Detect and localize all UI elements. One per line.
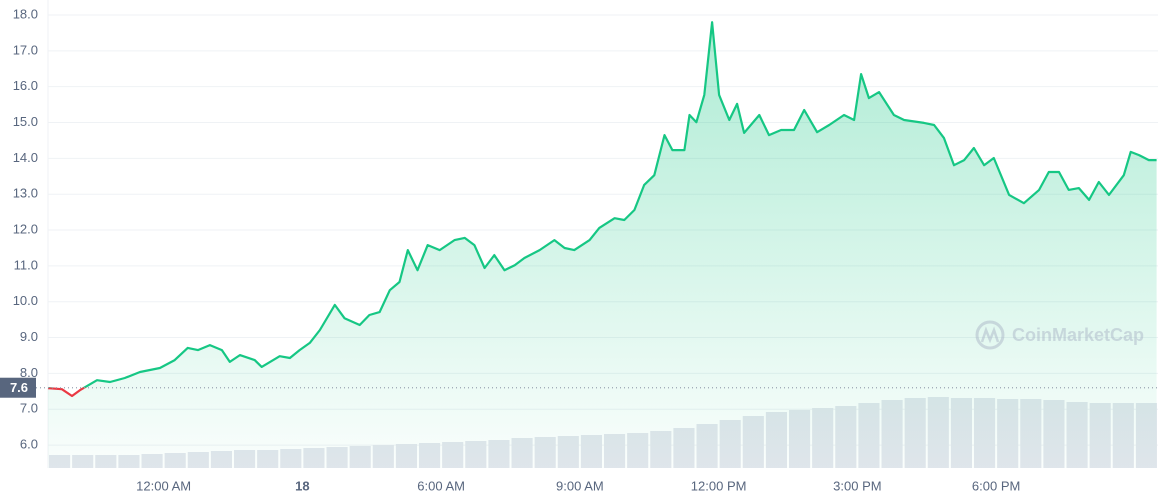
y-tick-label: 11.0 [14,257,38,272]
y-tick-label: 13.0 [13,186,38,201]
reference-label: 7.6 [10,380,28,395]
reference-label-box [0,377,36,398]
y-tick-label: 7.0 [20,401,38,416]
y-tick-label: 8.0 [20,365,38,380]
watermark-text: CoinMarketCap [1012,325,1144,345]
y-tick-label: 18.0 [13,6,38,21]
y-tick-label: 17.0 [13,42,38,57]
area [48,22,1157,468]
y-tick-label: 10.0 [13,293,38,308]
y-tick-label: 12.0 [13,221,38,236]
y-tick-label: 6.0 [20,437,38,452]
x-tick-label: 6:00 PM [972,478,1020,493]
x-tick-label: 12:00 AM [136,478,191,493]
x-tick-label: 9:00 AM [556,478,604,493]
x-tick-label: 18 [295,478,309,493]
x-tick-label: 6:00 AM [417,478,465,493]
x-tick-label: 12:00 PM [691,478,747,493]
y-tick-label: 15.0 [13,114,38,129]
price-line [47,21,1157,398]
y-tick-label: 9.0 [20,329,38,344]
watermark: CoinMarketCap [975,320,1144,350]
y-tick-label: 14.0 [13,150,38,165]
x-tick-label: 3:00 PM [833,478,881,493]
y-tick-label: 16.0 [13,78,38,93]
